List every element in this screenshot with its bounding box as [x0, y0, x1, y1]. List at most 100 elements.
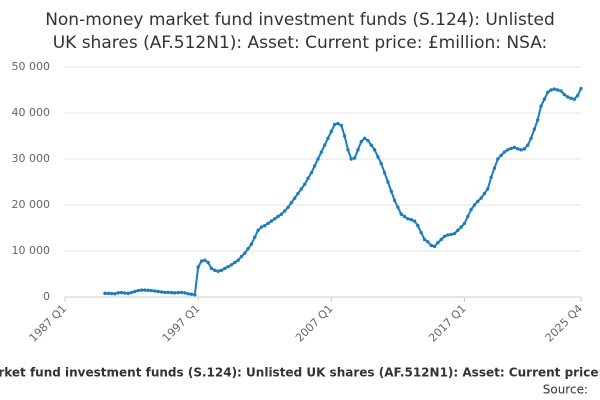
point — [163, 290, 167, 295]
point — [146, 288, 150, 293]
point — [129, 290, 134, 295]
point — [246, 247, 250, 251]
x-tick-label: 1987 Q1 — [27, 302, 70, 345]
point — [499, 153, 503, 158]
point — [546, 90, 550, 95]
y-tick-label: 30 000 — [12, 152, 51, 165]
point — [552, 87, 557, 91]
point — [349, 157, 353, 161]
point — [156, 289, 160, 294]
point — [279, 212, 284, 216]
point — [329, 129, 334, 134]
point — [269, 219, 274, 223]
point — [362, 136, 367, 140]
point — [293, 196, 297, 200]
point — [452, 231, 457, 236]
point — [176, 290, 180, 295]
point — [466, 214, 470, 219]
point — [103, 291, 107, 296]
point — [199, 259, 204, 263]
point — [332, 122, 337, 127]
point — [302, 182, 307, 186]
point — [206, 260, 210, 265]
point — [389, 189, 393, 193]
point — [562, 92, 567, 97]
point — [229, 263, 234, 267]
point — [575, 93, 580, 98]
point — [196, 265, 200, 269]
point — [113, 292, 117, 296]
y-tick-label: 40 000 — [12, 106, 51, 119]
point — [496, 157, 500, 161]
point — [186, 292, 190, 296]
point — [369, 143, 373, 147]
y-tick-label: 0 — [43, 290, 50, 303]
point — [396, 205, 400, 209]
point — [226, 264, 230, 269]
point — [219, 268, 224, 273]
point — [366, 138, 370, 143]
point — [476, 199, 480, 204]
point — [336, 121, 340, 126]
point — [416, 224, 420, 228]
point — [459, 225, 463, 229]
x-tick-label: 1997 Q1 — [160, 302, 203, 345]
point — [382, 171, 387, 175]
point — [462, 221, 467, 226]
point — [316, 157, 320, 161]
point — [519, 148, 523, 152]
point — [502, 150, 507, 154]
point — [555, 88, 560, 92]
point — [516, 147, 520, 151]
line — [104, 88, 582, 296]
point — [123, 291, 127, 295]
point — [529, 136, 533, 140]
y-tick-label: 50 000 — [12, 60, 51, 73]
point — [203, 258, 207, 262]
point — [376, 155, 380, 159]
point — [506, 148, 510, 152]
point — [392, 198, 397, 203]
point — [243, 251, 247, 255]
point — [439, 237, 443, 242]
chart-title: Non-money market fund investment funds (… — [45, 10, 555, 30]
point — [536, 118, 540, 122]
point — [512, 145, 517, 150]
point — [286, 205, 290, 209]
point — [273, 217, 277, 221]
point — [312, 164, 317, 168]
point — [253, 235, 257, 239]
point — [149, 288, 154, 293]
point — [532, 127, 537, 131]
point — [223, 266, 227, 271]
point — [233, 260, 237, 265]
x-tick-label: 2007 Q1 — [293, 302, 336, 345]
point — [469, 207, 473, 212]
point — [456, 228, 460, 232]
point — [276, 214, 280, 219]
point — [183, 291, 187, 295]
point — [193, 293, 197, 297]
point — [239, 254, 244, 259]
point — [289, 201, 294, 205]
x-tick-label: 2017 Q1 — [426, 302, 469, 345]
point — [346, 148, 350, 152]
point — [296, 191, 300, 196]
point — [549, 88, 553, 92]
point — [406, 217, 410, 221]
point — [402, 214, 407, 219]
point — [119, 290, 124, 295]
point — [133, 289, 137, 294]
point — [352, 156, 357, 160]
point — [139, 288, 144, 292]
point — [492, 166, 497, 170]
point — [309, 171, 314, 175]
point — [109, 291, 114, 296]
point — [189, 292, 194, 296]
point — [489, 175, 493, 180]
point — [482, 191, 487, 196]
point — [259, 225, 264, 229]
point — [106, 291, 110, 296]
point — [429, 243, 433, 248]
